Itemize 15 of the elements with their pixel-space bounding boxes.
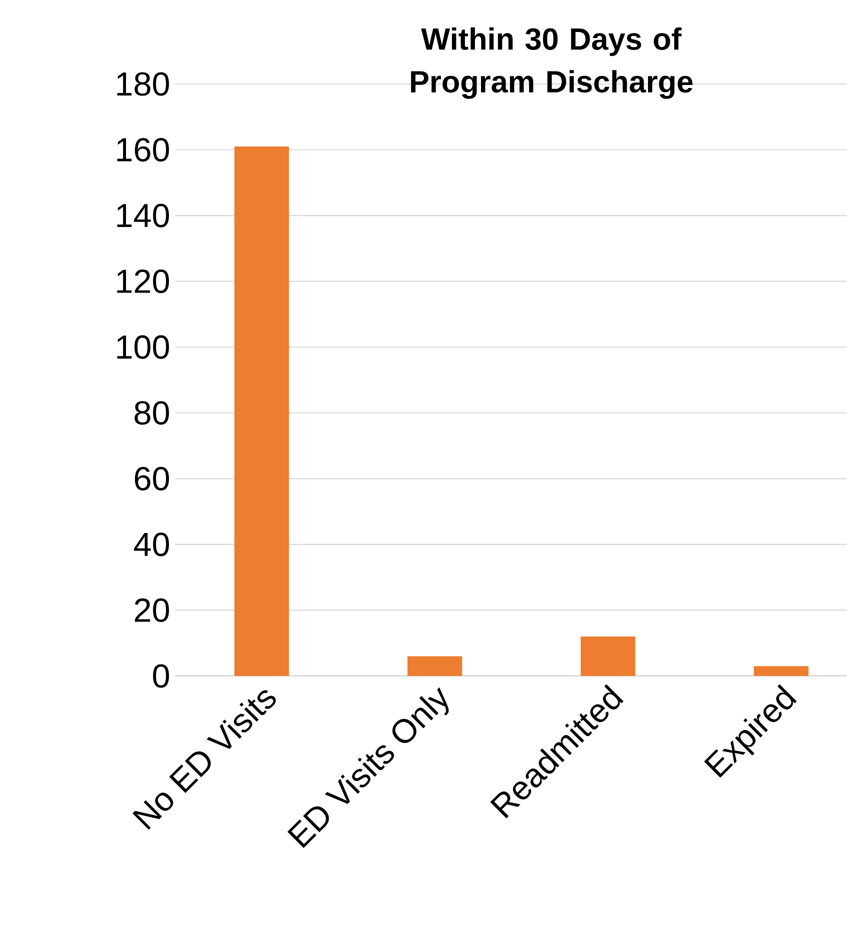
y-tick-label: 20 xyxy=(134,598,169,622)
bar xyxy=(234,146,289,676)
y-tick-label: 120 xyxy=(117,270,169,294)
bar xyxy=(754,666,809,676)
y-tick-label: 160 xyxy=(117,138,169,162)
bar xyxy=(407,656,462,676)
chart-title: Within 30 Days of Program Discharge xyxy=(411,27,693,99)
y-tick-label: 40 xyxy=(134,532,169,556)
y-tick-label: 180 xyxy=(117,72,169,96)
y-tick-label: 140 xyxy=(117,204,169,228)
bar xyxy=(580,636,636,676)
y-tick-label: 0 xyxy=(153,664,169,688)
y-tick-label: 80 xyxy=(134,401,169,425)
y-tick-label: 100 xyxy=(117,335,169,359)
y-tick-label: 60 xyxy=(134,466,169,490)
